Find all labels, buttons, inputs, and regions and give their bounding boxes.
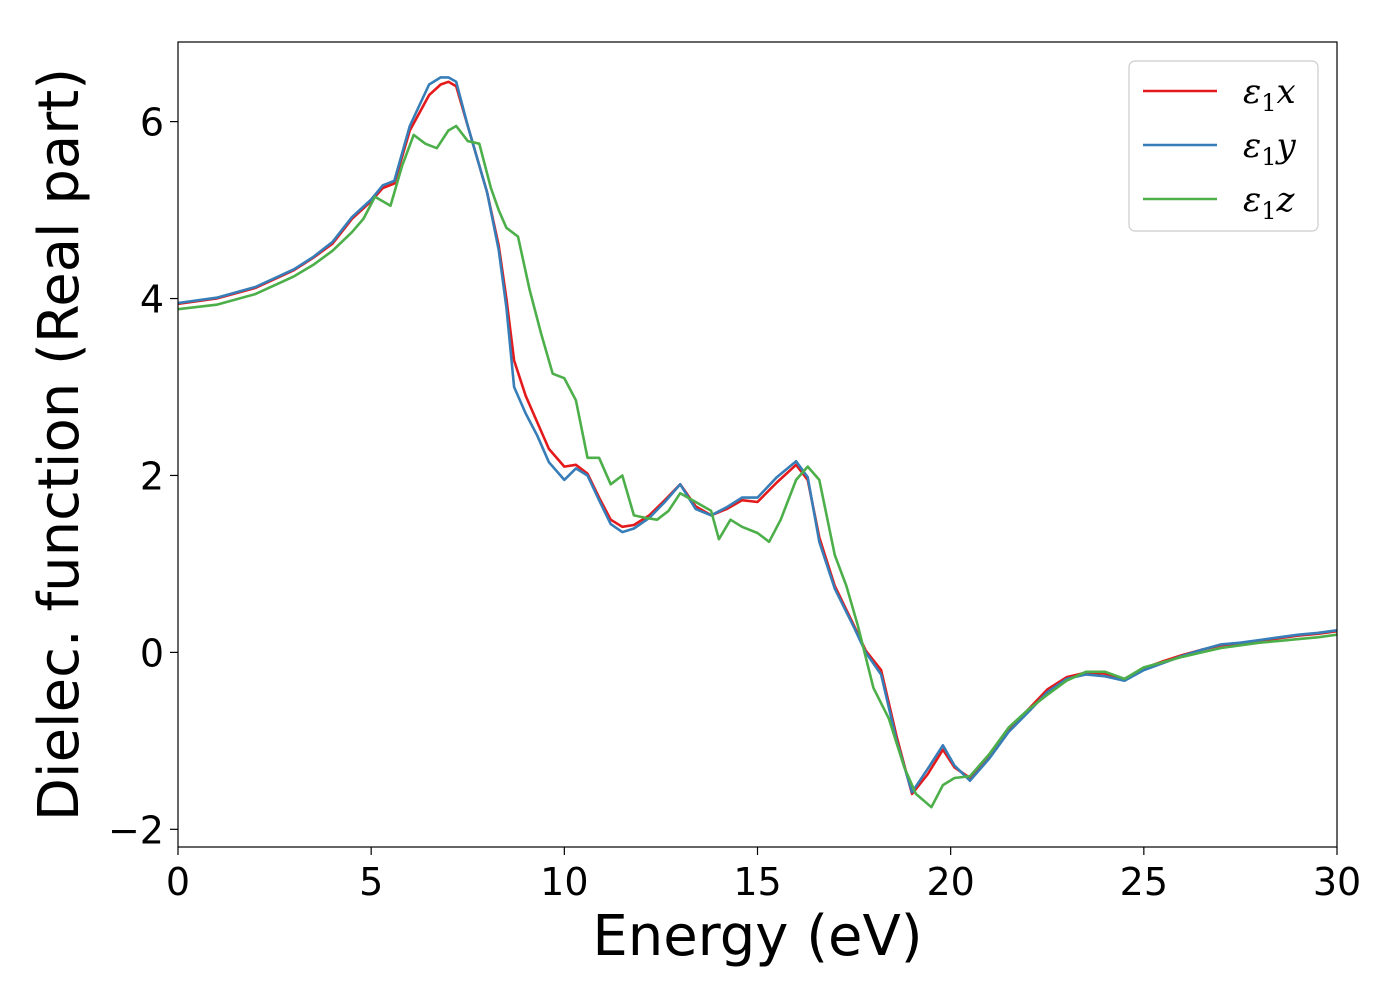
- legend-box: [1128, 60, 1319, 232]
- y-tick-label: 6: [140, 101, 164, 145]
- y-tick-label: 4: [140, 278, 164, 322]
- series-line-y: [178, 76, 1337, 794]
- x-tick-label: 30: [1313, 860, 1361, 904]
- legend-symbol: ε: [1243, 126, 1261, 166]
- legend-axis: y: [1275, 126, 1297, 166]
- x-tick-label: 15: [733, 860, 781, 904]
- legend-entry-x: ε1x: [1243, 72, 1296, 117]
- legend-symbol: ε: [1243, 72, 1261, 112]
- x-tick-label: 0: [166, 860, 190, 904]
- legend-subscript: 1: [1261, 143, 1276, 171]
- plot-area: [178, 76, 1337, 809]
- legend-entry-y: ε1y: [1243, 126, 1297, 171]
- x-tick-label: 10: [540, 860, 588, 904]
- legend-subscript: 1: [1261, 89, 1276, 117]
- y-tick-label: 0: [140, 631, 164, 675]
- x-tick-label: 5: [359, 860, 383, 904]
- x-tick-label: 20: [926, 860, 974, 904]
- y-tick-label: 2: [140, 454, 164, 498]
- legend-axis: z: [1276, 180, 1296, 220]
- y-tick-label: −2: [108, 808, 164, 852]
- y-axis-label: Dielec. function (Real part): [27, 68, 92, 821]
- x-tick-label: 25: [1120, 860, 1168, 904]
- series-line-z: [178, 124, 1337, 809]
- legend-subscript: 1: [1261, 197, 1276, 225]
- legend-entry-z: ε1z: [1243, 180, 1296, 225]
- x-axis-label: Energy (eV): [592, 904, 922, 969]
- legend-axis: x: [1277, 72, 1296, 112]
- plot-frame: [177, 41, 1338, 848]
- legend-symbol: ε: [1243, 180, 1261, 220]
